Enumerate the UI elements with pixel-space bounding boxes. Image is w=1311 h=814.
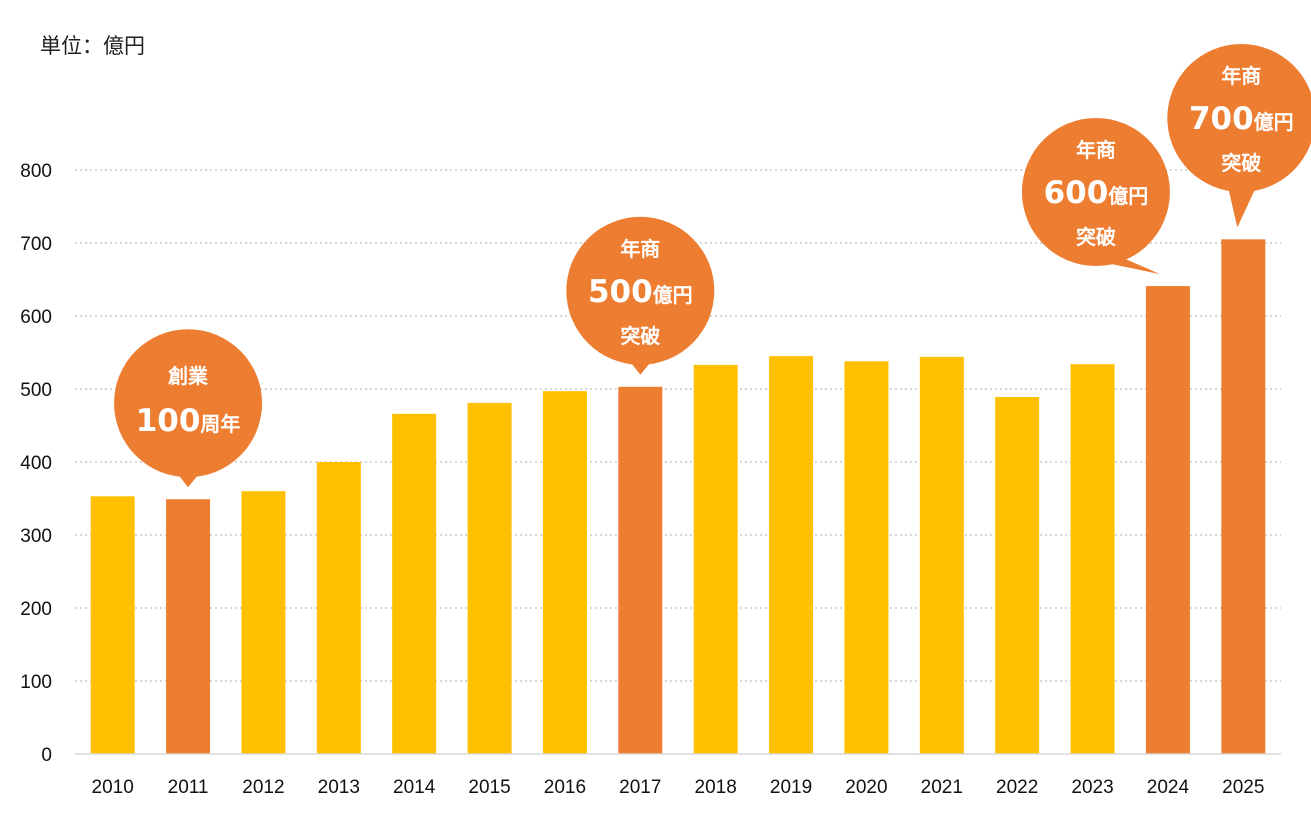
bubble-value: 700億円 xyxy=(1189,101,1294,137)
annotation-bubble-2011: 創業 100周年 xyxy=(114,329,263,488)
bars xyxy=(90,239,1266,755)
bubble-value-number: 600 xyxy=(1044,175,1109,211)
x-tick-label: 2014 xyxy=(393,777,436,798)
y-tick-label: 100 xyxy=(20,672,52,693)
bar-2023 xyxy=(1070,364,1115,754)
bubble-value-unit: 周年 xyxy=(200,412,240,436)
bar-2013 xyxy=(316,462,361,754)
x-tick-label: 2024 xyxy=(1147,777,1190,798)
x-axis-ticks: 2010 2011 2012 2013 2014 2015 2016 2017 2018 2019… xyxy=(92,777,1265,798)
bar-2025 xyxy=(1221,239,1266,755)
y-tick-label: 500 xyxy=(20,380,52,401)
bubble-value-number: 700 xyxy=(1189,101,1254,137)
x-tick-label: 2022 xyxy=(996,777,1038,798)
bar-2014 xyxy=(392,413,437,754)
x-tick-label: 2016 xyxy=(544,777,586,798)
bubble-line1: 創業 xyxy=(167,364,209,388)
bubble-line3: 突破 xyxy=(1076,225,1116,249)
bar-2021 xyxy=(919,356,964,754)
bubble-line1: 年商 xyxy=(1221,64,1261,88)
x-tick-label: 2018 xyxy=(695,777,737,798)
y-tick-label: 400 xyxy=(20,453,52,474)
bubble-line1: 年商 xyxy=(1076,138,1116,162)
bar-2018 xyxy=(693,364,738,754)
bubble-value-unit: 億円 xyxy=(1108,184,1148,208)
x-tick-label: 2021 xyxy=(921,777,963,798)
bubble-circle xyxy=(114,329,263,478)
y-tick-label: 700 xyxy=(20,234,52,255)
x-tick-label: 2019 xyxy=(770,777,812,798)
bubble-circle xyxy=(1021,118,1170,266)
y-tick-label: 0 xyxy=(41,745,52,766)
bubble-value: 600億円 xyxy=(1044,175,1149,211)
bar-2010 xyxy=(90,496,135,754)
x-tick-label: 2015 xyxy=(468,777,510,798)
x-tick-label: 2010 xyxy=(92,777,134,798)
bubble-value: 100周年 xyxy=(136,403,241,439)
x-tick-label: 2025 xyxy=(1222,777,1264,798)
bubble-value: 500億円 xyxy=(588,274,693,310)
x-tick-label: 2023 xyxy=(1071,777,1113,798)
bar-2015 xyxy=(467,402,512,754)
bubble-line3: 突破 xyxy=(1221,151,1261,175)
bar-2012 xyxy=(241,491,286,754)
bubble-value-unit: 億円 xyxy=(1254,110,1294,134)
y-tick-label: 600 xyxy=(20,307,52,328)
x-tick-label: 2020 xyxy=(845,777,887,798)
bubble-line3: 突破 xyxy=(620,324,660,348)
bubble-line1: 年商 xyxy=(620,237,660,261)
bar-2017 xyxy=(618,386,663,754)
x-tick-label: 2012 xyxy=(242,777,284,798)
y-tick-label: 800 xyxy=(20,161,52,182)
bar-2020 xyxy=(844,361,889,754)
x-tick-label: 2017 xyxy=(619,777,661,798)
x-tick-label: 2013 xyxy=(318,777,360,798)
x-tick-label: 2011 xyxy=(168,777,209,798)
unit-label: 単位：億円 xyxy=(40,35,145,58)
bar-2024 xyxy=(1145,286,1190,754)
y-axis-ticks: 0 100 200 300 400 500 600 700 800 xyxy=(20,161,52,766)
bubble-value-number: 500 xyxy=(588,274,653,310)
bubble-value-number: 100 xyxy=(136,403,201,439)
y-tick-label: 300 xyxy=(20,526,52,547)
bar-2022 xyxy=(995,397,1040,754)
bubble-circle xyxy=(1167,44,1311,192)
bar-2016 xyxy=(542,391,587,754)
bubble-circle xyxy=(566,216,715,365)
bar-2019 xyxy=(769,356,814,754)
bar-2011 xyxy=(166,499,211,754)
bubble-tail xyxy=(1227,180,1260,228)
bubble-value-unit: 億円 xyxy=(653,283,693,307)
y-tick-label: 200 xyxy=(20,599,52,620)
